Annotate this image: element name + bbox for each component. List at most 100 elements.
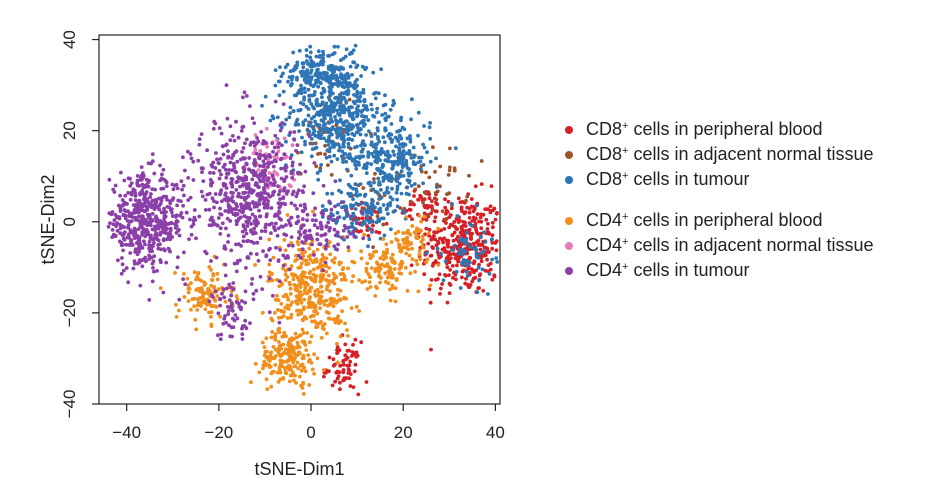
data-point <box>312 371 316 376</box>
data-point <box>316 84 321 89</box>
data-point <box>494 256 498 260</box>
data-point <box>450 248 455 252</box>
data-point <box>393 159 397 164</box>
data-point <box>365 287 370 291</box>
data-point <box>153 187 158 192</box>
data-point <box>233 313 238 317</box>
data-point <box>482 245 487 250</box>
data-point <box>271 177 276 182</box>
data-point <box>365 214 370 219</box>
legend-label: CD8+ cells in peripheral blood <box>586 119 823 139</box>
data-point <box>177 233 182 238</box>
data-point <box>329 296 334 301</box>
data-point <box>274 245 278 250</box>
data-point <box>327 240 332 245</box>
data-point <box>356 392 361 397</box>
data-point <box>446 199 451 204</box>
data-point <box>338 65 342 70</box>
data-point <box>165 197 169 202</box>
data-point <box>273 133 278 138</box>
data-point <box>243 300 248 305</box>
data-point <box>149 233 153 238</box>
legend-label: CD8+ cells in adjacent normal tissue <box>586 144 874 164</box>
data-point <box>211 126 216 131</box>
data-point <box>263 225 268 230</box>
data-point <box>271 344 276 349</box>
data-point <box>323 152 327 157</box>
data-point <box>253 147 258 152</box>
data-point <box>289 153 294 158</box>
data-point <box>451 238 456 243</box>
data-point <box>126 176 131 181</box>
data-point <box>327 66 332 70</box>
data-point <box>146 200 151 205</box>
data-point <box>302 97 306 102</box>
data-point <box>219 332 224 337</box>
data-point <box>305 59 309 63</box>
data-point <box>150 187 155 192</box>
data-point <box>314 164 319 169</box>
data-point <box>171 196 176 201</box>
data-point <box>250 177 255 182</box>
data-point <box>351 60 356 65</box>
data-point <box>353 362 358 367</box>
data-point <box>259 229 264 234</box>
data-point <box>350 159 355 163</box>
data-point <box>316 130 321 135</box>
data-point <box>412 230 417 235</box>
data-point <box>290 336 294 340</box>
data-point <box>482 230 486 235</box>
data-point <box>258 171 263 176</box>
data-point <box>305 331 309 335</box>
data-point <box>304 80 309 85</box>
data-point <box>359 210 364 215</box>
data-point <box>358 182 363 187</box>
data-point <box>189 156 194 161</box>
data-point <box>203 307 208 312</box>
data-point <box>294 220 299 225</box>
data-point <box>219 212 224 217</box>
data-point <box>324 139 329 143</box>
data-point <box>433 260 437 265</box>
data-point <box>463 249 468 254</box>
data-point <box>131 187 136 192</box>
data-point <box>277 205 282 210</box>
data-point <box>351 342 355 347</box>
data-point <box>399 118 403 123</box>
data-point <box>324 287 329 292</box>
data-point <box>337 188 341 193</box>
data-point <box>424 251 429 256</box>
data-point <box>121 236 126 241</box>
data-point <box>315 266 320 270</box>
data-point <box>395 176 399 181</box>
data-point <box>428 121 432 125</box>
data-point <box>330 74 334 78</box>
data-point <box>493 241 498 245</box>
data-point <box>275 370 280 375</box>
data-point <box>394 170 399 175</box>
data-point <box>443 217 448 222</box>
data-point <box>252 144 257 148</box>
data-point <box>115 228 120 233</box>
data-point <box>284 139 288 144</box>
data-point <box>326 220 331 225</box>
data-point <box>268 155 273 159</box>
data-point <box>329 207 334 212</box>
data-point <box>354 166 359 171</box>
data-point <box>240 332 245 337</box>
data-point <box>382 176 387 181</box>
data-point <box>364 266 369 271</box>
data-point <box>366 150 371 155</box>
data-point <box>267 262 272 267</box>
data-point <box>350 138 355 142</box>
data-point <box>485 227 490 231</box>
data-point <box>310 242 314 247</box>
data-point <box>361 114 366 119</box>
data-point <box>270 141 275 146</box>
data-point <box>378 236 383 241</box>
data-point <box>277 192 281 197</box>
data-point <box>240 337 245 341</box>
data-point <box>297 48 302 53</box>
data-point <box>480 267 485 272</box>
data-point <box>347 348 351 353</box>
